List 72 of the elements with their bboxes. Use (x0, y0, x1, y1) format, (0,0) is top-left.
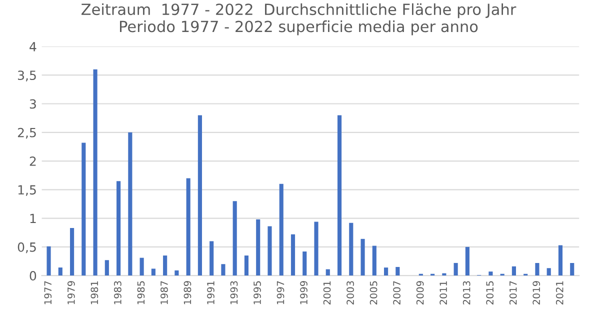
bar (326, 269, 330, 276)
bar (186, 178, 190, 276)
bar (546, 268, 551, 276)
y-tick-label: 4 (30, 42, 36, 52)
x-tick-label: 2003 (346, 281, 354, 304)
x-tick-label: 2007 (393, 281, 400, 304)
bar (302, 252, 307, 276)
x-tick-label: 2021 (556, 281, 564, 304)
bar (396, 266, 400, 276)
bar (93, 69, 98, 276)
bar (558, 245, 563, 276)
x-tick-label: 1997 (276, 281, 284, 304)
y-tick-label: 0 (30, 271, 36, 280)
bar (116, 181, 121, 276)
bar (535, 262, 540, 276)
y-tick-label: 1 (30, 214, 36, 224)
bar (512, 266, 516, 276)
x-tick-label: 1999 (300, 281, 308, 304)
x-tick-label: 1991 (207, 281, 214, 304)
x-tick-label: 1995 (254, 281, 261, 304)
y-tick-label: 1,5 (18, 185, 36, 196)
x-tick-label: 1985 (137, 281, 145, 304)
bar (465, 246, 470, 276)
bar (372, 246, 376, 276)
x-tick-label: 2017 (509, 281, 517, 304)
bar (58, 268, 62, 276)
bar (163, 256, 168, 276)
x-tick-label: 2009 (416, 281, 424, 304)
bar (70, 228, 74, 276)
bar (140, 258, 144, 276)
x-tick-label: 1977 (44, 281, 52, 304)
bar (104, 260, 109, 276)
chart-title: Zeitraum 1977 - 2022 Durchschnittliche Fläche pro Jahr Periodo 1977 - 2022 superficie media per anno (82, 3, 516, 36)
x-tick-label: 2005 (370, 281, 378, 304)
bar (82, 142, 86, 276)
bar (337, 115, 342, 276)
x-tick-label: 1987 (160, 281, 168, 304)
y-tick-label: 3,5 (18, 70, 36, 82)
y-tick-label: 3 (30, 99, 36, 109)
x-tick-label: 1979 (67, 281, 75, 304)
x-tick-label: 1983 (114, 281, 122, 304)
bar (349, 222, 354, 276)
x-tick-label: 1981 (90, 281, 98, 304)
bar (454, 262, 458, 276)
x-tick-label: 2019 (532, 281, 540, 304)
bar (384, 268, 388, 276)
x-tick-label: 2001 (323, 281, 331, 304)
y-tick-label: 0,5 (18, 242, 36, 254)
bar (46, 246, 51, 276)
bar (256, 219, 260, 276)
x-tick-label: 2011 (440, 281, 448, 304)
bar (221, 264, 226, 276)
bar (151, 268, 156, 276)
bar (290, 234, 296, 276)
bar (279, 184, 284, 276)
bar (488, 272, 493, 276)
bar (360, 238, 365, 276)
bar (174, 270, 179, 276)
bar (314, 222, 318, 276)
x-tick-label: 2015 (486, 281, 494, 304)
bar (232, 201, 237, 276)
x-tick-label: 1993 (230, 281, 238, 304)
bar (268, 226, 272, 276)
y-tick-label: 2 (30, 156, 36, 166)
x-tick-label: 1989 (184, 281, 192, 304)
bar (198, 115, 202, 276)
y-tick-label: 2,5 (18, 128, 36, 139)
x-tick-label: 2013 (462, 281, 470, 304)
bar (570, 262, 574, 276)
bar (244, 256, 249, 276)
bar (210, 241, 214, 276)
bar (128, 132, 132, 276)
